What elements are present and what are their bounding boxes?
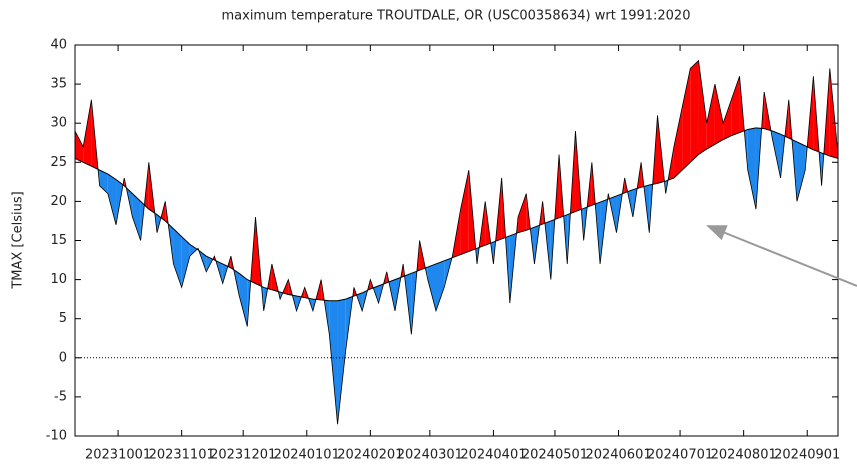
- anomaly-fill: [460, 170, 469, 255]
- x-tick-label: 20240101: [274, 448, 340, 463]
- y-tick-label: 20: [50, 194, 67, 209]
- anomaly-fill: [132, 193, 141, 241]
- tmax-line: [74, 59, 839, 425]
- plot-area: [74, 59, 839, 425]
- anomaly-fill: [181, 236, 190, 288]
- x-tick-label: 20231001: [85, 448, 151, 463]
- chart-title: maximum temperature TROUTDALE, OR (USC00…: [222, 9, 691, 24]
- x-tick-label: 20240401: [460, 448, 526, 463]
- x-tick-label: 20240501: [522, 448, 588, 463]
- y-tick-label: 5: [59, 311, 67, 326]
- x-tick-label: 20231101: [149, 448, 215, 463]
- anomaly-fill: [173, 228, 182, 288]
- anomaly-fill: [239, 273, 248, 327]
- anomaly-fill: [747, 127, 756, 210]
- y-tick-label: -5: [54, 389, 67, 404]
- anomaly-fill: [731, 76, 740, 136]
- x-tick-label: 20240901: [774, 448, 840, 463]
- y-tick-label: 40: [50, 38, 67, 53]
- anomaly-fill: [435, 260, 445, 311]
- x-tick-label: 20240601: [585, 448, 651, 463]
- anomaly-fill: [83, 99, 92, 167]
- y-tick-label: -10: [46, 429, 67, 444]
- y-tick-label: 10: [50, 272, 67, 287]
- anomaly-fill: [723, 99, 732, 140]
- anomaly-fill: [772, 131, 781, 178]
- y-tick-label: 0: [59, 350, 67, 365]
- anomaly-fill: [107, 174, 117, 225]
- x-tick-label: 20240801: [711, 448, 777, 463]
- y-tick-label: 30: [50, 116, 67, 131]
- anomaly-fill: [690, 60, 699, 163]
- anomaly-fill: [673, 107, 683, 178]
- anomaly-fill: [682, 68, 691, 171]
- anomaly-fill: [189, 244, 198, 257]
- x-tick-label: 20240701: [647, 448, 713, 463]
- x-tick-label: 20240201: [337, 448, 403, 463]
- anomaly-fill: [796, 141, 806, 202]
- x-tick-label: 20231201: [210, 448, 276, 463]
- anomaly-fill: [706, 84, 715, 150]
- anomaly-fill: [337, 299, 346, 425]
- anomaly-fill: [518, 193, 527, 233]
- anomaly-fill: [427, 263, 436, 311]
- anomaly-fill: [75, 131, 84, 163]
- normal-line: [74, 127, 839, 302]
- anomaly-fill: [329, 300, 338, 425]
- y-tick-label: 15: [50, 233, 67, 248]
- x-tick-label: 20240301: [397, 448, 463, 463]
- y-tick-label: 25: [50, 155, 67, 170]
- annotation-arrow: [706, 225, 857, 287]
- anomaly-fill: [714, 84, 724, 145]
- anomaly-fill: [698, 60, 707, 155]
- y-tick-label: 35: [50, 77, 67, 92]
- y-axis-label: TMAX [Celsius]: [11, 191, 26, 289]
